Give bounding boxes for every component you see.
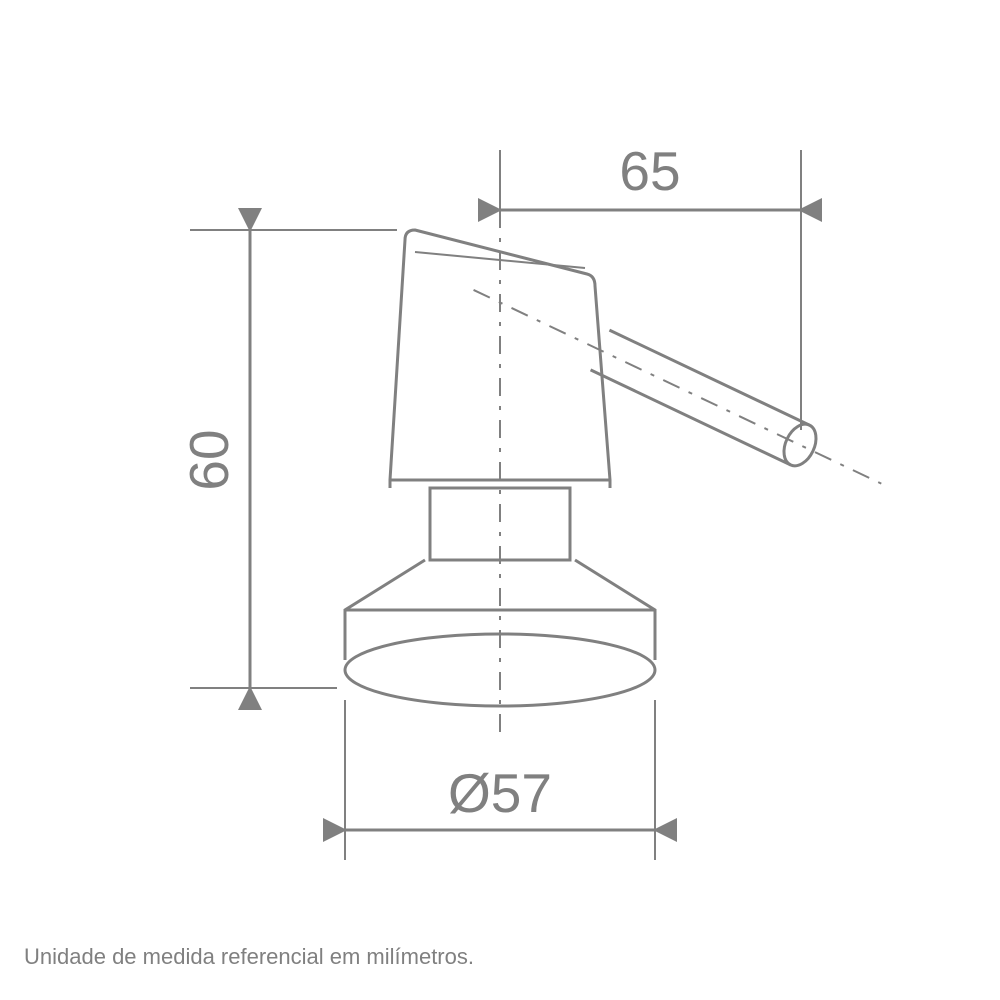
drawing-svg: 65 60 Ø57 xyxy=(0,0,1000,1000)
technical-drawing: 65 60 Ø57 Unidade de medida referencial em… xyxy=(0,0,1000,1000)
dim-diameter-label: Ø57 xyxy=(448,762,552,824)
dim-width-label: 65 xyxy=(619,140,680,202)
units-footnote: Unidade de medida referencial em milímet… xyxy=(24,944,474,970)
dim-height-label: 60 xyxy=(178,429,240,490)
